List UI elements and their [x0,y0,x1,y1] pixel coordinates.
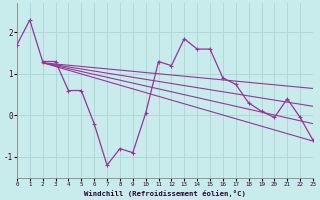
X-axis label: Windchill (Refroidissement éolien,°C): Windchill (Refroidissement éolien,°C) [84,190,246,197]
